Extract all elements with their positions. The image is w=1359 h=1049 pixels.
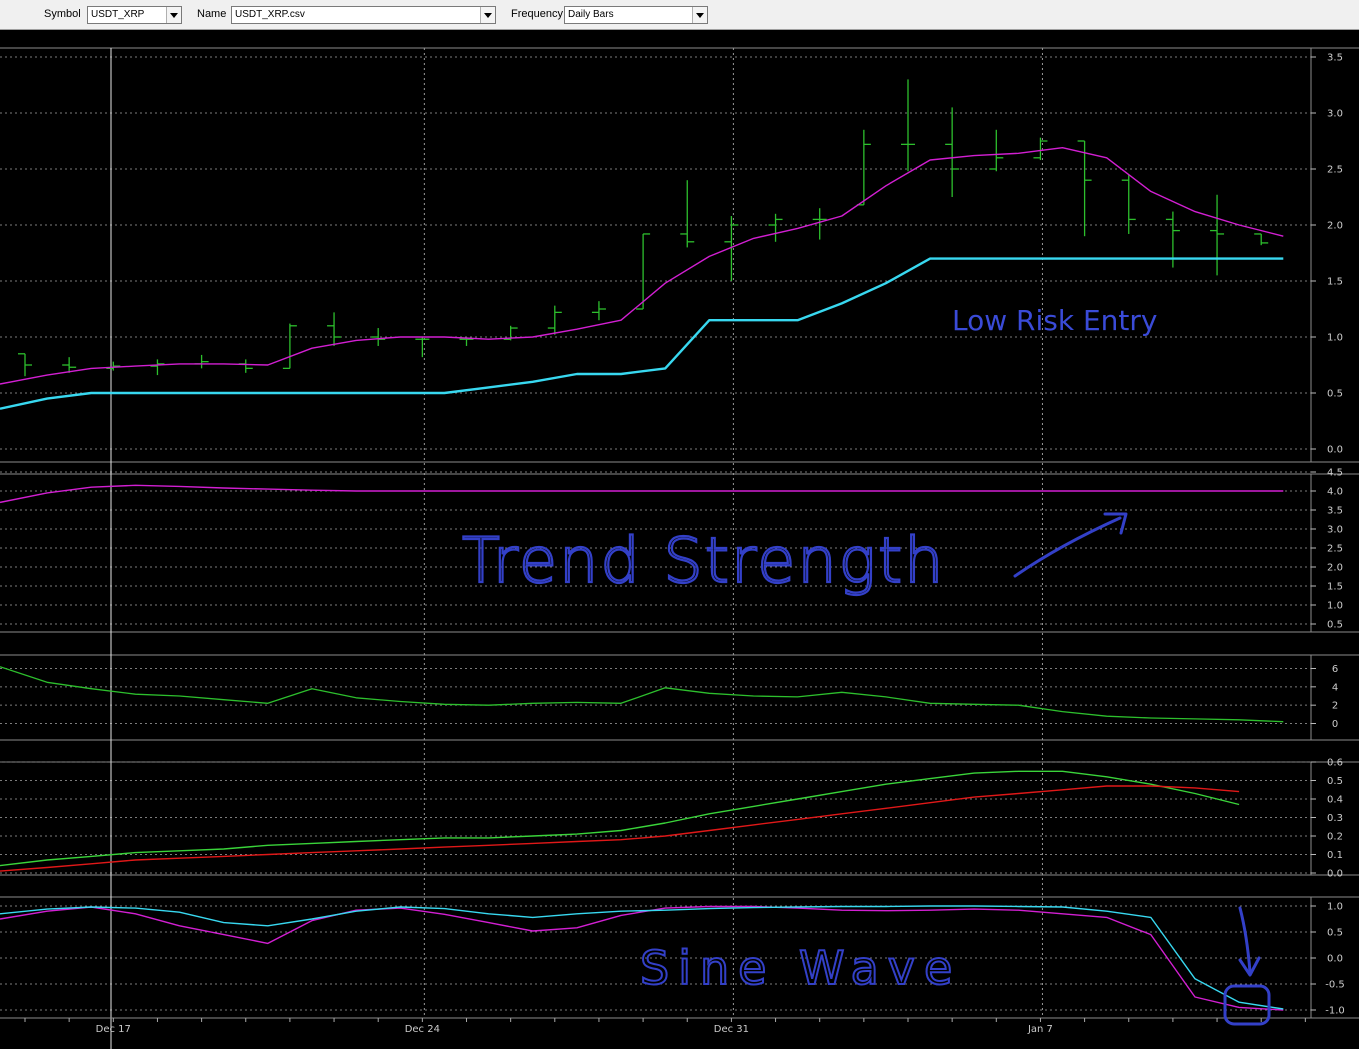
ohlc-bar (327, 312, 342, 346)
ohlc-bar (1254, 233, 1269, 246)
ohlc-bar (106, 361, 121, 371)
ohlc-bar (636, 233, 651, 310)
ohlc-bar (194, 354, 209, 369)
y-tick-label: 1.0 (1327, 902, 1343, 913)
series-layer (0, 79, 1284, 1011)
ohlc-bar (150, 359, 165, 376)
frequency-value: Daily Bars (568, 9, 614, 20)
frequency-label: Frequency (511, 8, 563, 20)
ohlc-bar (1121, 174, 1136, 234)
y-tick-label: 0.0 (1327, 954, 1343, 965)
ohlc-bar (768, 213, 783, 242)
y-tick-label: 0.6 (1327, 758, 1343, 769)
ohlc-bar (812, 208, 827, 240)
x-tick-label: Dec 24 (405, 1024, 440, 1035)
y-tick-label: 4.0 (1327, 487, 1343, 498)
y-tick-label: 3.5 (1327, 506, 1343, 517)
support-line (0, 257, 1284, 410)
y-tick-label: 2.0 (1327, 563, 1343, 574)
axis-layer: 0.0 0.5 1.0 1.5 2.0 2.5 3.0 3.5 0.5 1.0 1.5 2.0 2.5 3… (0, 53, 1345, 1035)
trend-strength-line (0, 484, 1284, 504)
x-tick-label: Dec 31 (714, 1024, 749, 1035)
ohlc-bar (18, 353, 32, 377)
y-tick-label: 4 (1332, 682, 1338, 693)
name-label: Name (197, 8, 227, 20)
name-value: USDT_XRP.csv (235, 9, 305, 20)
arrow-up-right-icon (1013, 512, 1128, 578)
frequency-dropdown[interactable]: Daily Bars (564, 6, 708, 24)
ohlc-bar (724, 216, 739, 281)
trend-strength-annotation: Trend Strength (462, 524, 945, 597)
y-tick-label: 0.5 (1327, 389, 1343, 400)
x-tick-label: Jan 7 (1027, 1024, 1053, 1035)
y-tick-label: 2 (1332, 701, 1338, 712)
y-tick-label: -0.5 (1325, 980, 1345, 991)
y-tick-label: -1.0 (1325, 1006, 1345, 1017)
ohlc-bar (680, 180, 695, 248)
lead-sine-line (0, 905, 1284, 1010)
vertical-markers (110, 48, 1043, 1049)
y-tick-label: 0.5 (1327, 620, 1343, 631)
y-tick-label: 1.5 (1327, 277, 1343, 288)
chart-area: 0.0 0.5 1.0 1.5 2.0 2.5 3.0 3.5 0.5 1.0 1.5 2.0 2.5 3… (0, 47, 1359, 1049)
y-tick-label: 0.5 (1327, 776, 1343, 787)
oscillator-line (0, 666, 1284, 723)
y-tick-label: 4.5 (1327, 468, 1343, 479)
ohlc-bar (62, 357, 77, 373)
symbol-chevron-down-icon[interactable] (166, 7, 181, 23)
ohlc-bar (989, 129, 1004, 172)
green-average-line (0, 770, 1240, 867)
ohlc-bar (371, 328, 386, 346)
ohlc-bar (1033, 137, 1048, 161)
ohlc-bar (1210, 194, 1225, 276)
low-risk-entry-annotation: Low Risk Entry (952, 304, 1157, 337)
ohlc-bar (547, 305, 562, 335)
ohlc-bar (901, 79, 915, 172)
y-tick-label: 3.0 (1327, 525, 1343, 536)
y-tick-label: 0 (1332, 719, 1338, 730)
y-tick-label: 0.0 (1327, 445, 1343, 456)
ohlc-bar (415, 337, 430, 358)
name-chevron-down-icon[interactable] (480, 7, 495, 23)
y-tick-label: 0.2 (1327, 832, 1343, 843)
ohlc-bar (591, 301, 606, 321)
frequency-chevron-down-icon[interactable] (692, 7, 707, 23)
y-tick-label: 0.3 (1327, 813, 1343, 824)
ohlc-bar (856, 129, 871, 206)
y-tick-label: 1.0 (1327, 601, 1343, 612)
ohlc-bar (1077, 140, 1092, 237)
y-tick-label: 2.5 (1327, 165, 1343, 176)
y-tick-label: 0.5 (1327, 928, 1343, 939)
name-dropdown[interactable]: USDT_XRP.csv (231, 6, 496, 24)
y-tick-label: 1.5 (1327, 582, 1343, 593)
y-tick-label: 0.1 (1327, 850, 1343, 861)
symbol-dropdown[interactable]: USDT_XRP (87, 6, 182, 24)
x-tick-label: Dec 17 (96, 1024, 131, 1035)
ohlc-bar (238, 359, 253, 373)
y-tick-label: 6 (1332, 664, 1338, 675)
arrow-down-icon (1238, 906, 1261, 977)
y-tick-label: 2.0 (1327, 221, 1343, 232)
moving-average-line (0, 146, 1284, 385)
y-tick-label: 0.4 (1327, 795, 1343, 806)
y-tick-label: 2.5 (1327, 544, 1343, 555)
toolbar: Symbol USDT_XRP Name USDT_XRP.csv Freque… (0, 0, 1359, 30)
y-tick-label: 3.0 (1327, 109, 1343, 120)
y-tick-label: 1.0 (1327, 333, 1343, 344)
symbol-label: Symbol (44, 8, 81, 20)
symbol-value: USDT_XRP (91, 9, 145, 20)
red-average-line (0, 785, 1240, 872)
y-tick-label: 3.5 (1327, 53, 1343, 64)
sine-line (0, 905, 1284, 1011)
ohlc-bar (282, 323, 297, 370)
highlight-box (1223, 984, 1271, 1026)
y-tick-label: 0.0 (1327, 869, 1343, 880)
sine-wave-annotation: Sine Wave (640, 941, 961, 995)
ohlc-bar (945, 107, 960, 197)
